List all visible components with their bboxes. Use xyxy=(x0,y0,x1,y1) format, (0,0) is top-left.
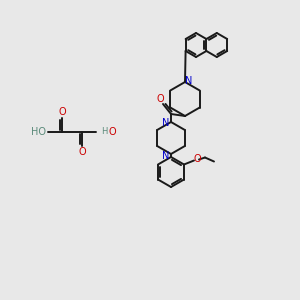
Text: O: O xyxy=(78,147,86,157)
Text: HO: HO xyxy=(32,127,46,137)
Text: O: O xyxy=(156,94,164,104)
Text: N: N xyxy=(185,76,193,86)
Text: H: H xyxy=(101,128,107,136)
Text: O: O xyxy=(58,107,66,117)
Text: N: N xyxy=(162,151,170,161)
Text: N: N xyxy=(162,118,170,128)
Text: O: O xyxy=(108,127,116,137)
Text: O: O xyxy=(193,154,201,164)
